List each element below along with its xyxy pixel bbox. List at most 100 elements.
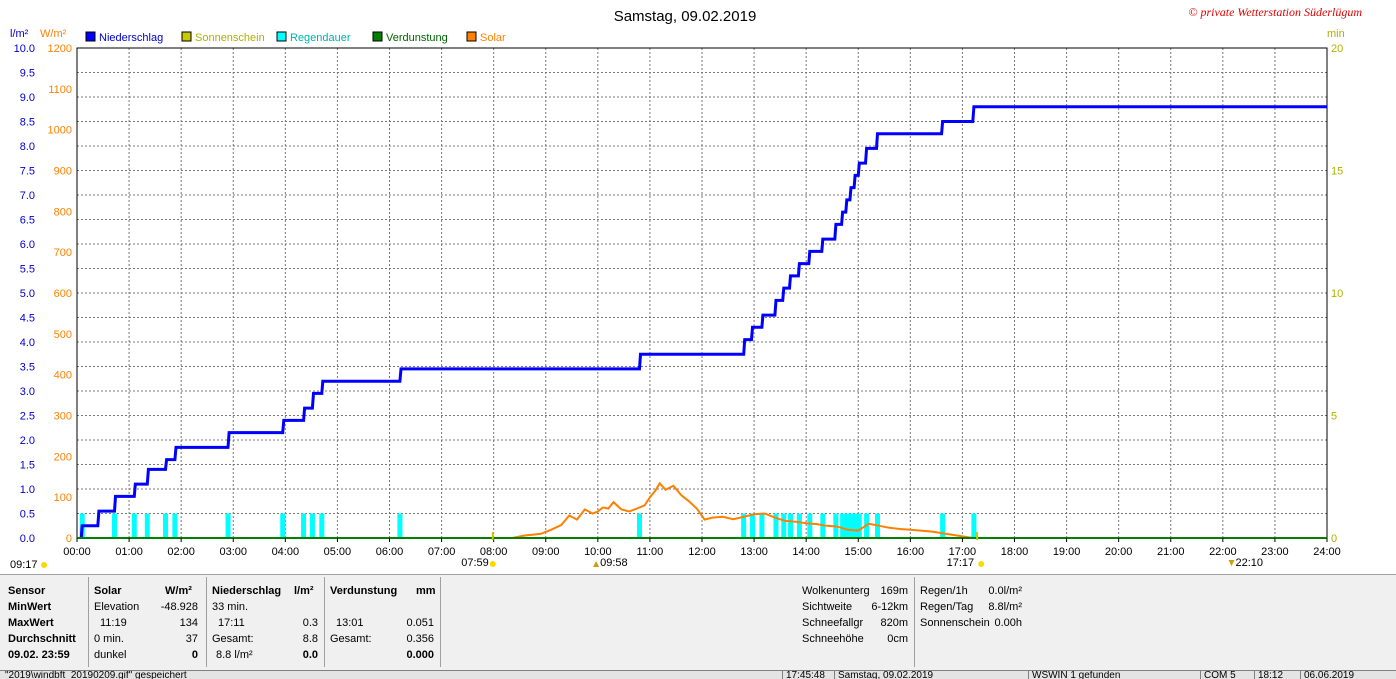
chart-grid xyxy=(77,48,1327,538)
panel-divider xyxy=(206,577,207,667)
x-tick-label: 24:00 xyxy=(1313,546,1341,558)
y-tick-label-precip: 5.5 xyxy=(20,264,35,276)
y-tick-label-precip: 5.0 xyxy=(20,288,35,300)
legend-label: Niederschlag xyxy=(99,32,163,44)
y-tick-label-precip: 2.0 xyxy=(20,435,35,447)
status-device: WSWIN 1 gefunden xyxy=(1028,671,1120,679)
moon-label: 22:10 xyxy=(1236,557,1264,569)
x-tick-label: 12:00 xyxy=(688,546,716,558)
x-tick-label: 11:00 xyxy=(637,546,664,558)
legend-swatch xyxy=(181,31,192,42)
precip-value-1: 0.3 xyxy=(302,617,318,629)
evap-label-1: 13:01 xyxy=(336,617,364,629)
y-tick-label-solar: 300 xyxy=(54,411,72,423)
y-tick-label-minutes: 0 xyxy=(1331,533,1337,545)
y-tick-label-precip: 1.0 xyxy=(20,484,35,496)
precip-label-0: 33 min. xyxy=(212,601,249,613)
solar-label-0: Elevation xyxy=(94,601,140,613)
solar-max-label: 09:58 xyxy=(600,557,628,569)
regendauer-bar xyxy=(637,513,642,538)
precip-unit: l/m² xyxy=(294,585,314,597)
x-tick-label: 10:00 xyxy=(584,546,612,558)
x-tick-label: 06:00 xyxy=(376,546,404,558)
regendauer-bar xyxy=(144,513,150,538)
weather2-label-2: Sonnenschein xyxy=(920,617,990,629)
y-tick-label-solar: 400 xyxy=(54,370,72,382)
status-port: COM 5 xyxy=(1200,671,1236,679)
solar-value-3: 0 xyxy=(191,649,198,661)
chart-title: Samstag, 09.02.2019 xyxy=(614,8,757,25)
weather2-value-2: 0.00h xyxy=(994,617,1022,629)
regendauer-bar xyxy=(172,513,178,538)
status-date: Samstag, 09.02.2019 xyxy=(834,671,933,679)
y-tick-label-precip: 7.0 xyxy=(20,190,35,202)
regendauer-bar xyxy=(856,513,862,538)
y-tick-label-solar: 200 xyxy=(54,451,72,463)
weather1-label-3: Schneehöhe xyxy=(802,633,864,645)
regendauer-bar xyxy=(301,513,307,538)
x-tick-label: 20:00 xyxy=(1105,546,1133,558)
precip-header: Niederschlag xyxy=(212,585,282,597)
legend-label: Sonnenschein xyxy=(195,32,265,44)
x-tick-label: 19:00 xyxy=(1053,546,1081,558)
y-tick-label-precip: 4.5 xyxy=(20,313,35,325)
sensor-row-min: MinWert xyxy=(8,601,52,613)
y-tick-label-precip: 2.5 xyxy=(20,411,35,423)
solar-label-3: dunkel xyxy=(94,649,127,661)
regendauer-bar xyxy=(844,513,850,538)
evap-value-3: 0.000 xyxy=(406,649,434,661)
y-tick-label-precip: 0.5 xyxy=(20,509,35,521)
x-tick-label: 02:00 xyxy=(167,546,195,558)
evap-value-1: 0.051 xyxy=(406,617,434,629)
y-tick-label-precip: 10.0 xyxy=(14,43,35,55)
solar-label-1: 11:19 xyxy=(100,617,127,629)
legend-swatch xyxy=(372,31,383,42)
evap-label-2: Gesamt: xyxy=(330,633,372,645)
y-tick-label-solar: 100 xyxy=(54,492,72,504)
weather2-value-1: 8.8l/m² xyxy=(988,601,1022,613)
unit-label-minutes: min xyxy=(1327,28,1345,40)
regendauer-bar xyxy=(796,513,802,538)
legend-label: Verdunstung xyxy=(386,32,448,44)
y-tick-label-precip: 8.5 xyxy=(20,117,35,129)
x-tick-label: 15:00 xyxy=(844,546,872,558)
y-tick-label-solar: 600 xyxy=(54,288,72,300)
regendauer-bar xyxy=(840,513,846,538)
moon-marker-icon xyxy=(1228,560,1235,566)
precip-label-3: 8.8 l/m² xyxy=(216,649,253,661)
regendauer-bar xyxy=(852,513,858,538)
regendauer-bar xyxy=(163,513,169,538)
y-tick-label-minutes: 5 xyxy=(1331,411,1337,423)
niederschlag-line xyxy=(79,105,1327,539)
regendauer-bar xyxy=(131,513,137,538)
weather1-label-0: Wolkenunterg xyxy=(802,585,870,597)
status-bar: "2019\windbft_20190209.gif" gespeichert … xyxy=(0,670,1396,679)
regendauer-bar xyxy=(280,513,286,538)
regendauer-bar xyxy=(225,513,231,538)
regendauer-bar xyxy=(807,513,813,538)
weather1-value-2: 820m xyxy=(880,617,908,629)
x-tick-label: 23:00 xyxy=(1261,546,1289,558)
y-tick-label-precip: 0.0 xyxy=(20,533,35,545)
regendauer-bar xyxy=(848,513,854,538)
copyright-text: © private Wetterstation Süderlügum xyxy=(1188,5,1362,19)
weather1-label-1: Sichtweite xyxy=(802,601,853,613)
sensor-row-avg: Durchschnitt xyxy=(8,633,76,645)
y-tick-label-precip: 7.5 xyxy=(20,166,35,178)
precip-value-2: 8.8 xyxy=(302,633,318,645)
sunrise-icon xyxy=(489,561,496,567)
regendauer-bar xyxy=(750,513,756,538)
regendauer-bar xyxy=(940,513,946,538)
regendauer-bar xyxy=(773,513,779,538)
x-tick-label: 16:00 xyxy=(897,546,925,558)
y-tick-label-solar: 500 xyxy=(54,329,72,341)
x-tick-label: 05:00 xyxy=(324,546,352,558)
sun-marker-icon xyxy=(41,562,47,568)
x-tick-label: 03:00 xyxy=(219,546,247,558)
sunrise-label: 07:59 xyxy=(461,557,489,569)
status-time: 17:45:48 xyxy=(782,671,825,679)
status-saved-file: "2019\windbft_20190209.gif" gespeichert xyxy=(5,670,187,679)
y-tick-label-solar: 900 xyxy=(54,166,72,178)
weather2-value-0: 0.0l/m² xyxy=(988,585,1022,597)
y-tick-label-precip: 9.5 xyxy=(20,68,35,80)
